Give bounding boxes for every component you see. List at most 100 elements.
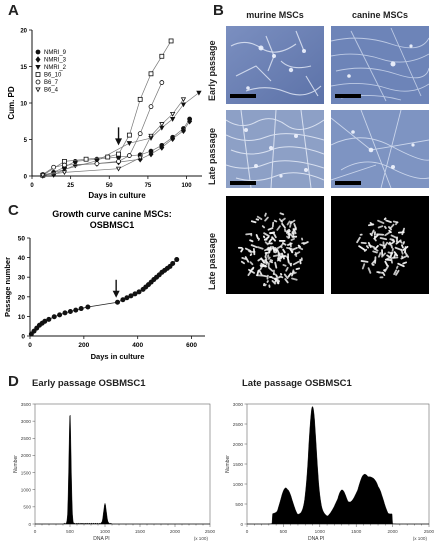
x-tick-label: 100 [182,183,193,189]
micrograph-murine-late [226,110,324,188]
micrograph-canine-late [331,110,429,188]
chromosome [256,215,263,221]
chromosome [373,234,379,240]
chromosome [291,277,298,281]
data-point [61,167,68,173]
chromosome [261,225,266,229]
chromosome [255,274,263,277]
data-point [51,164,57,170]
chromosome [301,237,304,241]
chromosome [391,256,399,259]
legend-label: B6_10 [44,73,62,79]
chromosome [273,276,281,280]
y-tick-label: 0 [240,522,243,527]
x-axis-label: DNA PI [93,536,109,542]
column-header-murine: murine MSCs [246,10,304,20]
data-point [105,154,111,160]
chromosome [369,232,373,237]
y-tick-label: 10 [18,314,26,321]
chromosome [291,272,294,276]
histogram-title-early: Early passage OSBMSC1 [32,378,146,389]
chromosome [301,241,305,245]
chromosome [249,269,255,274]
chromosome [383,241,389,249]
chromosome [256,246,264,250]
chromosome [264,241,269,246]
data-point [62,310,68,316]
y-tick-label: 30 [18,275,26,282]
y-tick-label: 2500 [21,436,32,441]
chromosome [266,280,269,283]
data-point [148,133,154,139]
x-tick-label: 0 [34,529,37,534]
data-point [148,150,154,158]
data-point [159,80,165,85]
chromosome [384,260,389,267]
chromosome [267,227,274,231]
chromosome [385,219,392,223]
chromosome [393,252,397,259]
chromosome [284,228,287,233]
x-tick-label: 1500 [351,529,362,534]
chromosome [372,250,378,254]
chromosome [264,259,269,264]
chromosome [284,254,289,259]
chromosome [286,246,293,250]
chromosome [367,241,372,248]
x-tick-label: 2500 [424,529,435,534]
data-point [126,141,133,146]
legend-label: B6_4 [44,88,59,94]
chromosome [279,275,284,279]
chromosome [401,227,405,236]
chromosome [371,229,375,235]
chromosome [267,254,270,258]
chromosome [272,269,275,274]
x-tick-label: 500 [280,529,288,534]
legend-marker [35,56,41,63]
y-tick-label: 0 [21,334,25,341]
chromosome [358,245,366,251]
data-point [61,170,68,176]
chromosome [400,255,408,260]
chromosome [392,220,399,224]
y-tick-label: 1000 [21,488,32,493]
chromosome [255,218,260,221]
legend-label: B6_7 [44,80,59,86]
chromosome [240,248,244,253]
data-point [167,263,173,269]
chromosome [278,252,282,256]
panel-letter-d: D [8,373,19,390]
series-line [42,99,184,176]
chromosome [391,248,394,252]
chromosome [277,280,280,284]
chromosome [237,246,243,249]
chromosome [401,244,404,249]
x-tick-label: 50 [106,183,113,189]
x-axis-label: Days in culture [91,352,145,361]
data-point [170,260,176,266]
data-point [78,306,84,312]
chromosome [274,261,278,269]
micrograph-murine-early [226,26,324,104]
chromosome [267,256,271,260]
chromosome [286,256,290,263]
data-point [85,304,91,310]
chromosome [377,219,385,224]
chromosome [285,266,289,272]
y-tick-label: 500 [235,502,243,507]
chromosome [365,245,370,249]
y-tick-label: 2500 [233,422,244,427]
chromosome [371,263,375,266]
chromosome [383,217,387,221]
data-point [116,151,121,157]
y-tick-label: 15 [20,65,27,71]
chromosome [369,222,374,226]
y-tick-label: 20 [20,29,27,35]
chromosome [282,248,286,254]
chromosome [264,252,268,258]
chromosome [272,273,276,276]
x-tick-label: 1500 [135,529,146,534]
chromosome [292,247,298,251]
chromosome [260,257,266,264]
